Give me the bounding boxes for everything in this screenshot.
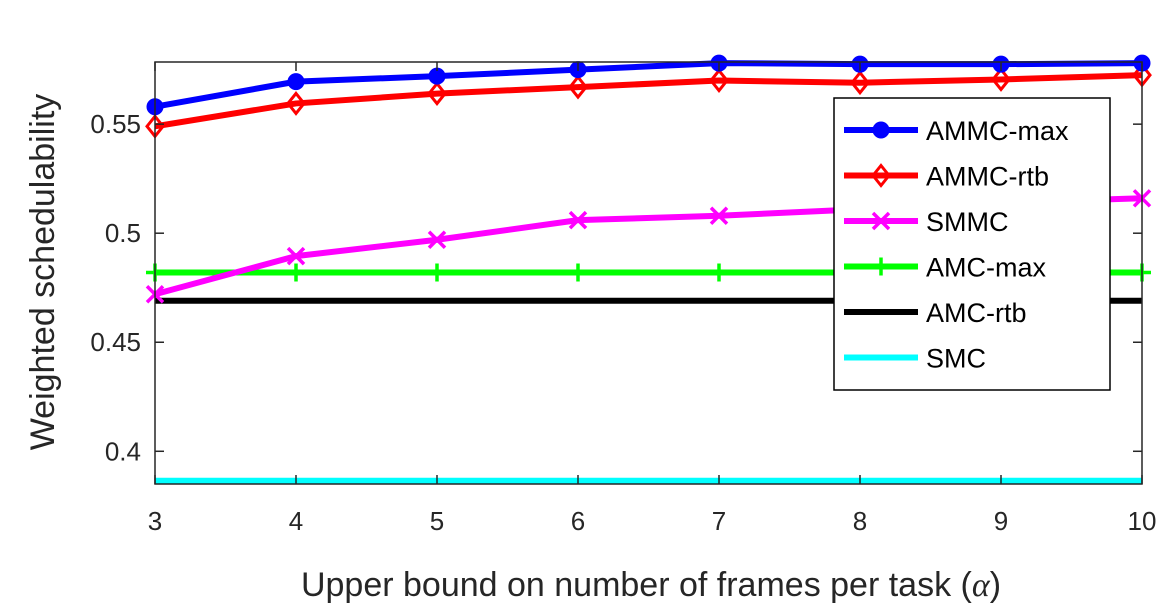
- data-point: [427, 230, 447, 249]
- data-point: [287, 263, 305, 282]
- data-point: [709, 206, 729, 225]
- x-tick-label: 6: [571, 506, 585, 536]
- x-axis-title: Upper bound on number of frames per task…: [301, 566, 1001, 604]
- data-point: [287, 73, 305, 91]
- legend-entry: SMMC: [844, 207, 1009, 237]
- x-tick-label: 8: [853, 506, 867, 536]
- series-ammc-rtb: [145, 62, 1152, 139]
- legend-entry: SMC: [844, 344, 986, 374]
- legend-label: AMC-max: [926, 253, 1046, 283]
- legend-marker: [871, 163, 891, 188]
- legend-marker: [871, 211, 891, 231]
- data-point: [286, 91, 306, 116]
- plot-area: [145, 54, 1152, 484]
- y-tick-label: 0.5: [105, 218, 141, 248]
- legend-label: SMMC: [926, 207, 1009, 237]
- y-tick-label: 0.45: [90, 327, 141, 357]
- y-tick-label: 0.55: [90, 109, 141, 139]
- legend-label: AMC-rtb: [926, 298, 1027, 328]
- x-axis-title-close: ): [990, 566, 1001, 604]
- data-point: [710, 263, 728, 282]
- series-line: [154, 60, 1143, 110]
- legend-entry: AMC-rtb: [844, 298, 1027, 328]
- legend-label: AMMC-max: [926, 116, 1069, 146]
- y-axis-title: Weighted schedulability: [24, 94, 62, 451]
- legend-label: AMMC-rtb: [926, 162, 1049, 192]
- x-axis-title-text: Upper bound on number of frames per task…: [301, 566, 973, 604]
- x-tick-label: 7: [712, 506, 726, 536]
- data-point: [569, 263, 587, 282]
- data-point: [568, 210, 588, 230]
- data-point: [286, 246, 306, 266]
- x-tick-label: 4: [289, 506, 303, 536]
- x-axis-title-symbol: α: [972, 567, 991, 604]
- data-point: [568, 74, 588, 100]
- legend-entry: AMMC-max: [844, 116, 1069, 146]
- x-tick-label: 5: [430, 506, 444, 536]
- legend: AMMC-max AMMC-rtb SMMC AMC-max AMC-rtb SMC: [833, 97, 1111, 391]
- series-line: [154, 72, 1143, 130]
- x-tick-label: 3: [148, 506, 162, 536]
- legend-label: SMC: [926, 344, 986, 374]
- data-point: [850, 70, 870, 96]
- axes: 3 4 5 6 7 8 9 10 0.4 0.45 0.5 0.55: [90, 61, 1157, 536]
- legend-entry: AMC-max: [844, 253, 1046, 283]
- legend-entry: AMMC-rtb: [844, 162, 1049, 192]
- data-point: [428, 263, 446, 282]
- legend-marker: [872, 257, 890, 276]
- x-tick-label: 10: [1128, 506, 1157, 536]
- legend-marker: [872, 121, 890, 139]
- data-point: [991, 67, 1011, 92]
- axes-box: [154, 61, 1143, 485]
- legend-box: [833, 97, 1111, 391]
- x-tick-label: 9: [994, 506, 1008, 536]
- data-point: [709, 68, 729, 93]
- data-point: [427, 81, 447, 107]
- y-tick-label: 0.4: [105, 436, 141, 466]
